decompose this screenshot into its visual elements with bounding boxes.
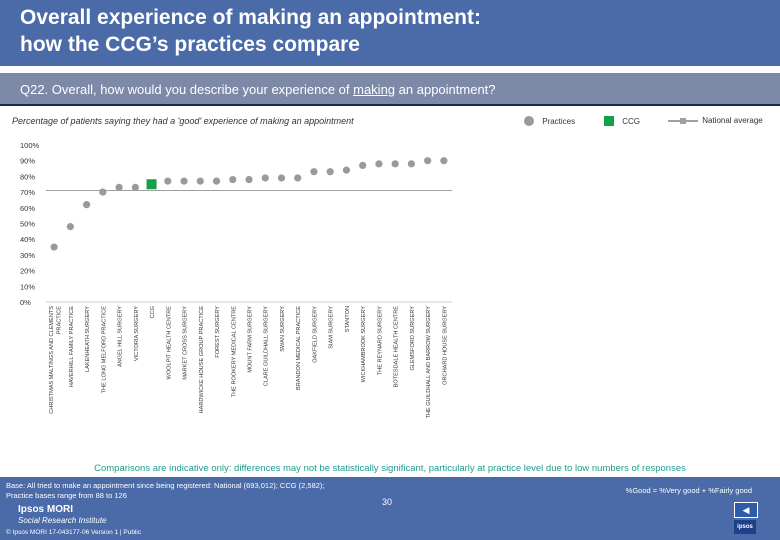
legend-national-label: National average: [702, 116, 763, 126]
practice-marker: [261, 174, 269, 182]
arrow-icon[interactable]: ◀: [734, 502, 758, 518]
ipsos-mark: ipsos: [734, 520, 756, 534]
x-tick-label: PRACTICE: [56, 306, 62, 335]
y-tick-label: 10%: [20, 282, 35, 291]
x-tick-label: OAKFIELD SURGERY: [312, 306, 318, 363]
caveat-text: Comparisons are indicative only: differe…: [94, 463, 686, 474]
practice-marker: [99, 188, 107, 196]
x-tick-label: HARDWICKE HOUSE GROUP PRACTICE: [199, 306, 205, 414]
practice-marker: [294, 174, 302, 182]
x-tick-label: CCG: [150, 306, 156, 318]
practice-marker: [115, 183, 123, 191]
title-line-1: Overall experience of making an appointm…: [20, 6, 481, 29]
title-line-2: how the CCG’s practices compare: [20, 33, 360, 56]
practice-marker: [310, 168, 318, 176]
ccg-square-icon: [604, 116, 614, 126]
x-tick-label: BOTESDALE HEALTH CENTRE: [394, 306, 400, 388]
chart: 0% 10% 20% 30% 40% 50% 60% 70% 80% 90% 100% CHRISTM…: [20, 141, 452, 419]
copyright: © Ipsos MORI 17-043177-06 Version 1 | Pu…: [6, 529, 142, 536]
practice-marker: [131, 183, 139, 191]
legend-practices: Practices: [524, 116, 575, 126]
y-tick-label: 60%: [20, 204, 35, 213]
x-tick-label: VICTORIA SURGERY: [134, 306, 140, 361]
x-tick-label: WOOLPIT HEALTH CENTRE: [166, 306, 172, 380]
legend-ccg-label: CCG: [622, 116, 641, 126]
practice-marker: [212, 177, 221, 185]
logo-line-1: Ipsos MORI: [18, 504, 74, 515]
question-prefix: Q22. Overall, how would you describe you…: [20, 82, 354, 97]
base-line-2: Practice bases range from 88 to 126: [6, 491, 127, 500]
x-tick-label: LAKENHEATH SURGERY: [85, 306, 91, 372]
header-bar: Overall experience of making an appointm…: [0, 0, 780, 66]
practice-marker: [342, 166, 351, 174]
x-tick-label: ANGEL HILL SURGERY: [118, 306, 124, 367]
x-tick-label: HAVERHILL FAMILY PRACTICE: [69, 306, 75, 388]
practice-marker: [180, 177, 188, 185]
question-underlined: making: [353, 82, 396, 97]
legend-ccg: CCG: [604, 116, 640, 126]
x-tick-label: THE GUILDHALL AND BARROW SURGERY: [426, 306, 432, 419]
ccg-marker: [146, 179, 157, 190]
practice-marker: [245, 175, 253, 184]
x-tick-label: SIAM SURGERY: [329, 306, 335, 349]
question-text: Q22. Overall, how would you describe you…: [20, 82, 496, 98]
practice-marker: [50, 243, 58, 251]
x-tick-label: MARKET CROSS SURGERY: [183, 306, 189, 380]
x-tick-label: THE ROOKERY MEDICAL CENTRE: [231, 306, 237, 398]
y-tick-label: 30%: [20, 251, 35, 260]
ipsos-mori-logo: Ipsos MORI Social Research Institute: [18, 504, 107, 526]
practice-marker: [196, 177, 204, 185]
practice-marker: [326, 168, 334, 176]
practice-marker: [83, 201, 91, 209]
x-tick-label: CHRISTMAS MALTINGS AND CLEMENTS: [49, 306, 55, 414]
x-tick-label: ORCHARD HOUSE SURGERY: [442, 306, 448, 385]
y-tick-label: 40%: [20, 235, 35, 244]
practice-marker: [375, 160, 383, 168]
x-tick-label: STANTON: [345, 306, 351, 332]
national-line-icon: [668, 117, 698, 124]
y-tick-label: 20%: [20, 267, 35, 276]
x-tick-label: THE LONG MELFORD PRACTICE: [101, 306, 107, 394]
practice-marker: [440, 157, 448, 165]
practice-marker: [164, 177, 172, 185]
legend-national: National average: [668, 116, 763, 125]
definition-note: %Good = %Very good + %Fairly good: [625, 486, 752, 495]
x-tick-label: BRANDON MEDICAL PRACTICE: [296, 306, 302, 390]
y-tick-label: 100%: [20, 141, 40, 150]
x-tick-label: SWAN SURGERY: [280, 306, 286, 352]
x-tick-label: GLEMSFORD SURGERY: [410, 306, 416, 371]
practice-dot-icon: [524, 116, 534, 126]
y-tick-label: 90%: [20, 157, 35, 166]
legend-practices-label: Practices: [542, 116, 576, 126]
y-tick-label: 70%: [20, 188, 35, 197]
practice-marker: [229, 175, 237, 184]
practice-marker: [359, 161, 367, 170]
base-note: Base: All tried to make an appointment s…: [6, 481, 386, 501]
logo-line-2: Social Research Institute: [18, 516, 107, 525]
practice-marker: [424, 157, 432, 165]
practice-marker: [391, 160, 399, 168]
x-tick-label: THE REYNARD SURGERY: [377, 306, 383, 375]
question-suffix: an appointment?: [395, 82, 496, 97]
chart-subtitle: Percentage of patients saying they had a…: [12, 116, 354, 126]
y-tick-label: 50%: [20, 220, 35, 229]
practice-marker: [407, 160, 415, 168]
question-bar: Q22. Overall, how would you describe you…: [0, 73, 780, 106]
page-number: 30: [382, 497, 393, 507]
practice-marker: [277, 174, 286, 182]
x-tick-label: WICKHAMBROOK SURGERY: [361, 306, 367, 383]
x-tick-label: FOREST SURGERY: [215, 306, 221, 358]
x-tick-label: CLARE GUILDHALL SURGERY: [264, 306, 270, 386]
footer: Base: All tried to make an appointment s…: [0, 477, 780, 540]
x-tick-label: MOUNT FARM SURGERY: [248, 306, 254, 373]
base-line-1: Base: All tried to make an appointment s…: [6, 481, 325, 490]
page-title: Overall experience of making an appointm…: [20, 4, 481, 58]
y-tick-label: 0%: [20, 298, 31, 307]
practice-marker: [66, 223, 74, 231]
y-tick-label: 80%: [20, 172, 35, 181]
